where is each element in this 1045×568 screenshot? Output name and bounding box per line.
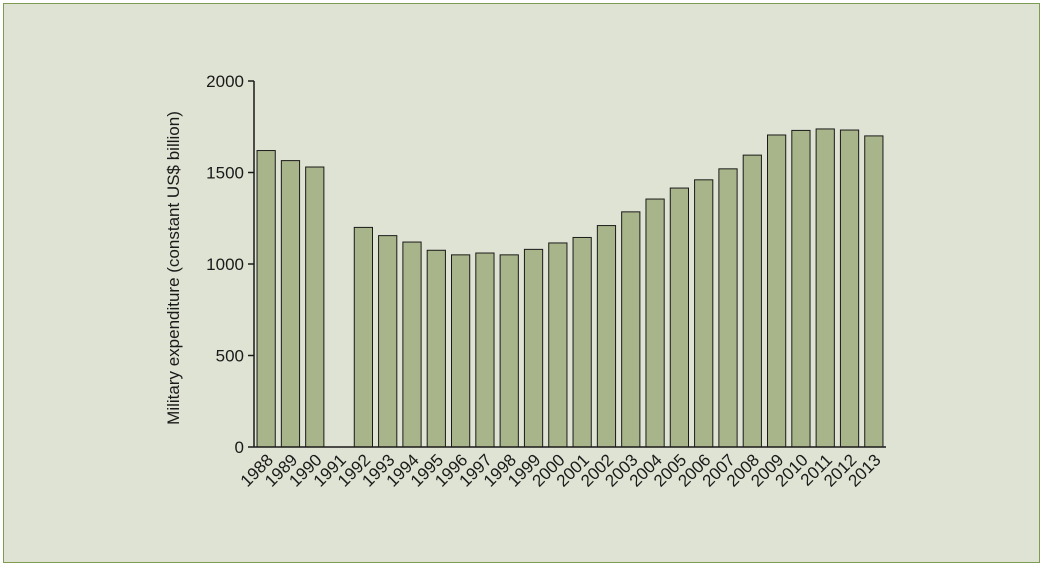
bar-1993 (378, 235, 398, 448)
bar-1999 (523, 248, 544, 448)
bar-1988 (256, 150, 276, 448)
bar-1990 (305, 166, 325, 448)
y-tick-label: 1500 (206, 164, 244, 183)
bar-2005 (669, 187, 689, 448)
bar-1996 (451, 254, 471, 448)
bar-1992 (353, 226, 373, 448)
bar-2008 (742, 154, 762, 448)
bar-2002 (596, 225, 617, 448)
y-tick-label: 2000 (206, 72, 244, 91)
bar-2012 (839, 129, 860, 448)
y-tick-label: 0 (235, 438, 244, 457)
bar-1998 (499, 254, 519, 448)
bar-1997 (475, 252, 495, 448)
y-tick-label: 500 (216, 347, 244, 366)
bar-1994 (402, 241, 422, 448)
bars-group (256, 128, 884, 448)
bar-2000 (548, 242, 568, 448)
bar-2010 (791, 129, 811, 448)
bar-2003 (621, 211, 641, 448)
bar-2004 (645, 198, 665, 448)
bar-2009 (767, 134, 787, 448)
bar-2011 (815, 128, 835, 448)
bar-2007 (718, 168, 738, 448)
bar-2013 (864, 135, 884, 448)
x-ticks-group: 1988198919901991199219931994199519961997… (237, 450, 885, 490)
y-axis-label: Military expenditure (constant US$ billi… (164, 111, 183, 425)
bar-1989 (280, 160, 301, 448)
bar-2006 (694, 179, 714, 448)
bar-1995 (426, 249, 446, 448)
y-ticks-group: 0 500 1000 1500 2000 (206, 72, 254, 457)
bar-2001 (572, 236, 592, 448)
y-tick-label: 1000 (206, 255, 244, 274)
